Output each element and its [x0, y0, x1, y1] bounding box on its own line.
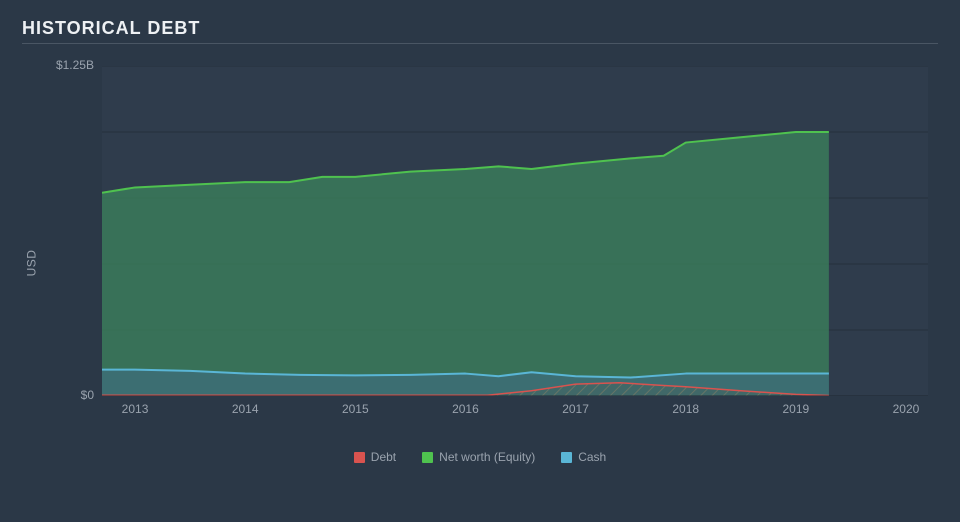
- y-tick-label: $0: [34, 388, 94, 402]
- x-tick-label: 2016: [452, 402, 479, 416]
- legend-swatch: [561, 452, 572, 463]
- legend-swatch: [422, 452, 433, 463]
- chart-title: HISTORICAL DEBT: [22, 18, 938, 39]
- legend-swatch: [354, 452, 365, 463]
- x-tick-label: 2020: [893, 402, 920, 416]
- legend-item-debt: Debt: [354, 450, 396, 464]
- y-axis-label: USD: [24, 250, 38, 277]
- chart-container: USD Debt Net worth (Equity) Cash $1.25B $0 2…: [22, 58, 938, 468]
- x-tick-label: 2013: [122, 402, 149, 416]
- legend-label: Cash: [578, 450, 606, 464]
- title-rule: [22, 43, 938, 44]
- legend: Debt Net worth (Equity) Cash: [22, 450, 938, 464]
- x-tick-label: 2018: [672, 402, 699, 416]
- legend-item-cash: Cash: [561, 450, 606, 464]
- legend-label: Net worth (Equity): [439, 450, 535, 464]
- y-tick-label: $1.25B: [34, 58, 94, 72]
- plot-area: [102, 66, 928, 396]
- chart-svg: [102, 66, 928, 396]
- legend-label: Debt: [371, 450, 396, 464]
- x-tick-label: 2014: [232, 402, 259, 416]
- x-tick-label: 2015: [342, 402, 369, 416]
- x-tick-label: 2019: [782, 402, 809, 416]
- x-tick-label: 2017: [562, 402, 589, 416]
- area-equity: [102, 132, 829, 396]
- legend-item-equity: Net worth (Equity): [422, 450, 535, 464]
